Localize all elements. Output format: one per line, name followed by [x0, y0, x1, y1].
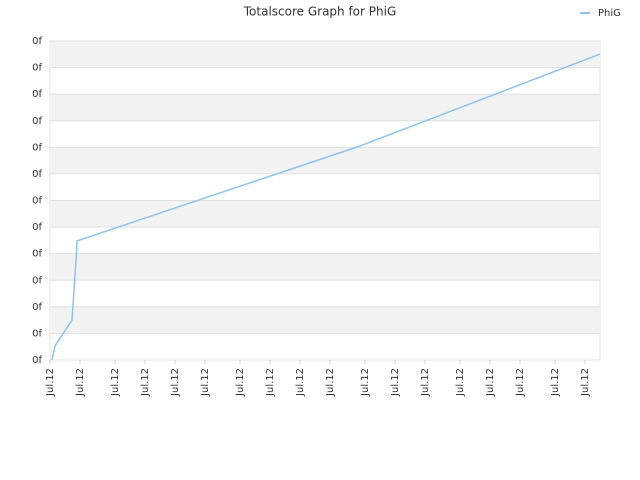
grid-band	[50, 200, 600, 228]
grid-band	[50, 253, 600, 281]
x-tick-label: Jul.12	[235, 368, 246, 397]
chart-title: Totalscore Graph for PhiG	[243, 5, 397, 19]
x-tick-label: Jul.12	[550, 368, 561, 397]
x-tick-label: Jul.12	[580, 368, 591, 397]
y-tick-label: 0f	[32, 249, 42, 260]
x-tick-label: Jul.12	[360, 368, 371, 397]
x-tick-label: Jul.12	[515, 368, 526, 397]
grid-band	[50, 306, 600, 334]
y-tick-label: 0f	[32, 222, 42, 233]
y-tick-label: 0f	[32, 169, 42, 180]
x-tick-label: Jul.12	[455, 368, 466, 397]
grid-band	[50, 94, 600, 121]
x-tick-label: Jul.12	[200, 368, 211, 397]
y-tick-label: 0f	[32, 63, 42, 74]
x-tick-label: Jul.12	[140, 368, 151, 397]
x-tick-label: Jul.12	[265, 368, 276, 397]
y-tick-label: 0f	[32, 36, 42, 47]
x-tick-label: Jul.12	[45, 368, 56, 397]
y-tick-label: 0f	[32, 142, 42, 153]
x-tick-label: Jul.12	[485, 368, 496, 397]
grid-band	[50, 147, 600, 174]
y-tick-label: 0f	[32, 328, 42, 339]
y-tick-label: 0f	[32, 275, 42, 286]
y-tick-label: 0f	[32, 116, 42, 127]
x-tick-label: Jul.12	[295, 368, 306, 397]
grid-band	[50, 41, 600, 68]
x-tick-label: Jul.12	[420, 368, 431, 397]
y-tick-label: 0f	[32, 302, 42, 313]
x-tick-label: Jul.12	[390, 368, 401, 397]
x-tick-label: Jul.12	[170, 368, 181, 397]
x-tick-label: Jul.12	[110, 368, 121, 397]
data-line	[51, 53, 601, 361]
x-tick-label: Jul.12	[325, 368, 336, 397]
legend-label: PhiG	[598, 8, 621, 19]
x-tick-label: Jul.12	[75, 368, 86, 397]
y-tick-label: 0f	[32, 196, 42, 207]
y-tick-label: 0f	[32, 355, 42, 366]
y-tick-label: 0f	[32, 89, 42, 100]
